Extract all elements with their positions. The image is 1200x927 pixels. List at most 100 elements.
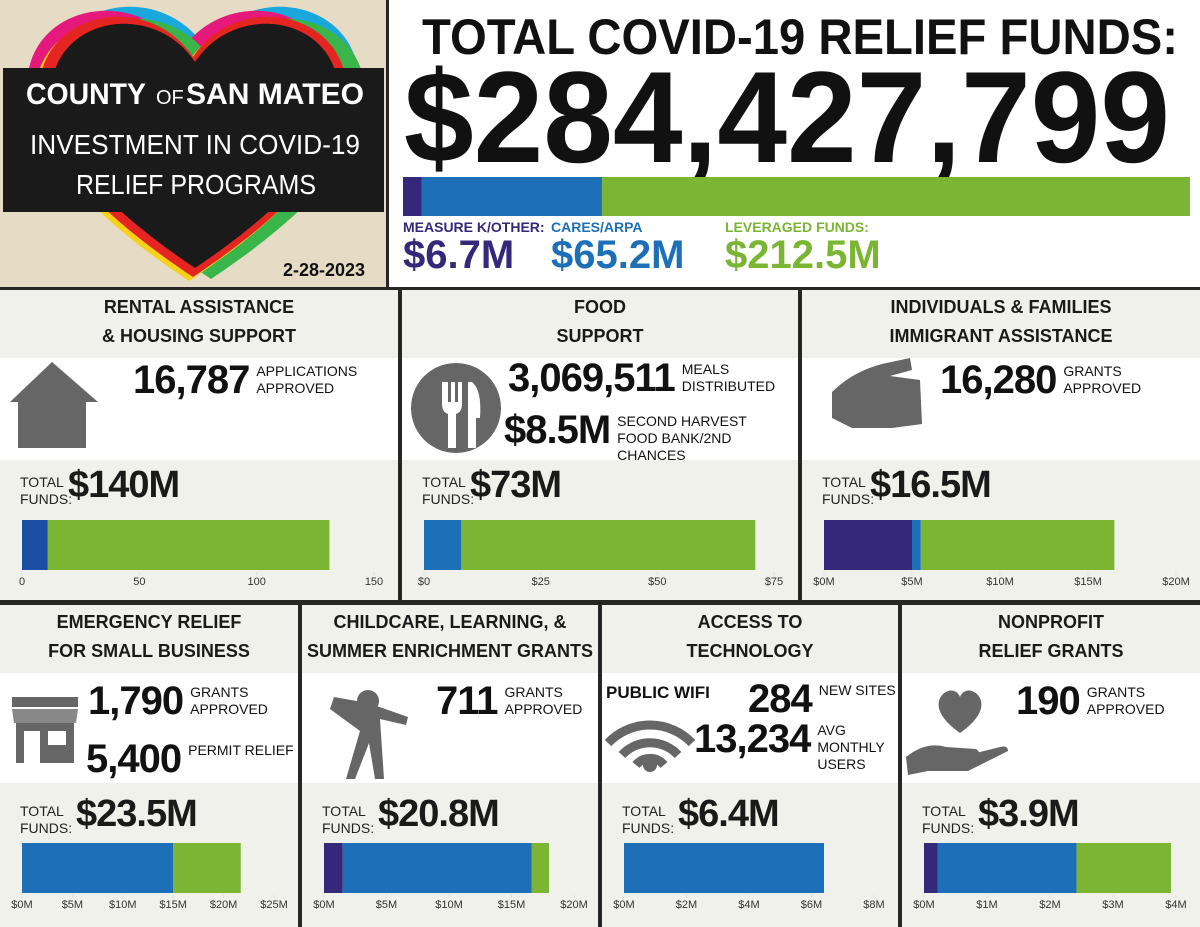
x-tick-label: $0M	[913, 899, 934, 911]
stat-number: 16,280	[940, 358, 1057, 402]
panel-graphics: $0M $2M $4M $6M $8M	[604, 720, 885, 911]
date: 2-28-2023	[283, 260, 365, 280]
x-tick-label: $20M	[560, 899, 588, 911]
stat-label: NEW SITES	[818, 682, 896, 698]
panel: INDIVIDUALS & FAMILIES IMMIGRANT ASSISTAN…	[802, 290, 1200, 600]
total-label: TOTAL FUNDS:	[922, 803, 975, 836]
icon-shape	[442, 382, 481, 448]
x-tick-label: $20M	[210, 899, 238, 911]
value-label: $65.2M	[551, 233, 684, 277]
panel-title: EMERGENCY RELIEF FOR SMALL BUSINESS	[0, 605, 298, 673]
panel-title-line: FOOD	[574, 297, 626, 317]
icon-shape	[10, 362, 98, 448]
icon-shape	[876, 432, 884, 440]
panel-title: RENTAL ASSISTANCE & HOUSING SUPPORT	[0, 290, 398, 358]
x-tick-label: $10M	[435, 899, 463, 911]
x-tick-label: $0M	[313, 899, 334, 911]
panel: FOOD SUPPORT $0 $25 $50 $75 3,069,511 MEALS DIS…	[402, 290, 798, 600]
stat-label: PERMIT RELIEF	[188, 742, 294, 758]
panel: NONPROFIT RELIEF GRANTS $0M $1M $2M $3M $4M 190…	[902, 605, 1200, 927]
x-tick-label: $75	[765, 576, 783, 588]
icon	[330, 690, 408, 779]
stat-label: APPLICATIONS APPROVED	[256, 363, 358, 396]
x-tick-label: 100	[247, 576, 265, 588]
x-tick-label: $25	[531, 576, 549, 588]
bar-segment	[342, 843, 532, 893]
panel-title-line: RELIEF GRANTS	[978, 641, 1124, 661]
total-amount: $6.4M	[678, 793, 780, 835]
x-tick-label: $0M	[613, 899, 634, 911]
logo-of: OF	[156, 87, 184, 109]
total-amount: $140M	[68, 464, 180, 506]
x-tick-label: $3M	[1102, 899, 1123, 911]
panel-title: ACCESS TO TECHNOLOGY	[602, 605, 898, 673]
logo-box	[3, 68, 384, 212]
logo-county: COUNTY	[26, 78, 146, 111]
icon	[832, 358, 922, 441]
bar-segment	[624, 843, 824, 893]
x-tick-label: $0	[418, 576, 430, 588]
panel: EMERGENCY RELIEF FOR SMALL BUSINESS $0M $5M…	[0, 605, 298, 927]
total-label: TOTAL FUNDS:	[20, 803, 73, 836]
stat: 16,280 GRANTS APPROVED	[940, 360, 1143, 400]
stat-label: AVG MONTHLY USERS	[817, 722, 885, 772]
panel-graphics: $0M $1M $2M $3M $4M	[906, 690, 1187, 911]
bar-segment	[424, 520, 462, 570]
panel-title-line: SUPPORT	[556, 326, 644, 346]
header: COUNTY OF SAN MATEO INVESTMENT IN COVID-…	[0, 0, 1200, 287]
bar-segment	[461, 520, 756, 570]
value-label: $212.5M	[725, 233, 881, 277]
stat-label: GRANTS APPROVED	[504, 684, 583, 717]
total-background	[389, 0, 1200, 287]
stat: 13,234 AVG MONTHLY USERS	[694, 719, 887, 773]
stat: 5,400 PERMIT RELIEF	[86, 739, 298, 779]
panel-title-line: TECHNOLOGY	[686, 641, 814, 661]
panel-title-line: EMERGENCY RELIEF	[56, 612, 242, 632]
panel-title-line: NONPROFIT	[998, 612, 1104, 632]
icon-shape	[832, 358, 922, 428]
panel-title-line: RENTAL ASSISTANCE	[103, 297, 295, 317]
stat-number: 5,400	[86, 737, 182, 781]
x-tick-label: $15M	[498, 899, 526, 911]
legend-label: LEVERAGED FUNDS:	[725, 219, 869, 235]
stat-label: GRANTS APPROVED	[190, 684, 268, 717]
stat-number: 3,069,511	[508, 356, 676, 400]
total-bar: MEASURE K/OTHER:$6.7M CARES/ARPA$65.2M LEV…	[403, 177, 1190, 277]
stat-label: MEALS DISTRIBUTED	[681, 361, 776, 394]
stat-label: SECOND HARVEST FOOD BANK/2ND CHANCES	[617, 413, 747, 463]
total-label: TOTAL FUNDS:	[822, 474, 875, 507]
icon-shape	[618, 738, 682, 759]
x-tick-label: $4M	[738, 899, 759, 911]
x-tick-label: $15M	[1074, 576, 1102, 588]
icon-shape	[330, 697, 408, 779]
stat: 1,790 GRANTS APPROVED	[88, 681, 270, 721]
stat: 711 GRANTS APPROVED	[436, 681, 585, 721]
stat: 284 NEW SITES	[748, 679, 898, 719]
panel-title-line: ACCESS TO	[697, 612, 803, 632]
x-tick-label: $0M	[813, 576, 834, 588]
stat-number: 13,234	[694, 717, 811, 761]
icon-shape	[938, 690, 982, 733]
legend-label: MEASURE K/OTHER:	[403, 219, 545, 235]
panel-title-line: & HOUSING SUPPORT	[101, 326, 297, 346]
x-tick-label: $5M	[376, 899, 397, 911]
panel-graphics: $0 $25 $50 $75	[411, 363, 783, 588]
bar-segment	[173, 843, 241, 893]
x-tick-label: $10M	[109, 899, 137, 911]
x-tick-label: $25M	[260, 899, 288, 911]
panel-title: NONPROFIT RELIEF GRANTS	[902, 605, 1200, 673]
icon	[906, 690, 1008, 775]
panel-graphics: $0M $5M $10M $15M $20M	[813, 358, 1190, 588]
x-tick-label: 50	[133, 576, 145, 588]
icon	[12, 697, 78, 763]
icon-shape	[906, 745, 1008, 775]
panel-title-line: IMMIGRANT ASSISTANCE	[889, 326, 1113, 346]
x-tick-label: 0	[19, 576, 25, 588]
icon-shape	[24, 731, 40, 763]
logo-san-mateo: SAN MATEO	[186, 78, 364, 111]
icon	[604, 720, 696, 772]
panel-title-line: CHILDCARE, LEARNING, &	[333, 612, 567, 632]
total-label: TOTAL FUNDS:	[622, 803, 675, 836]
stat-number: $8.5M	[504, 408, 611, 452]
